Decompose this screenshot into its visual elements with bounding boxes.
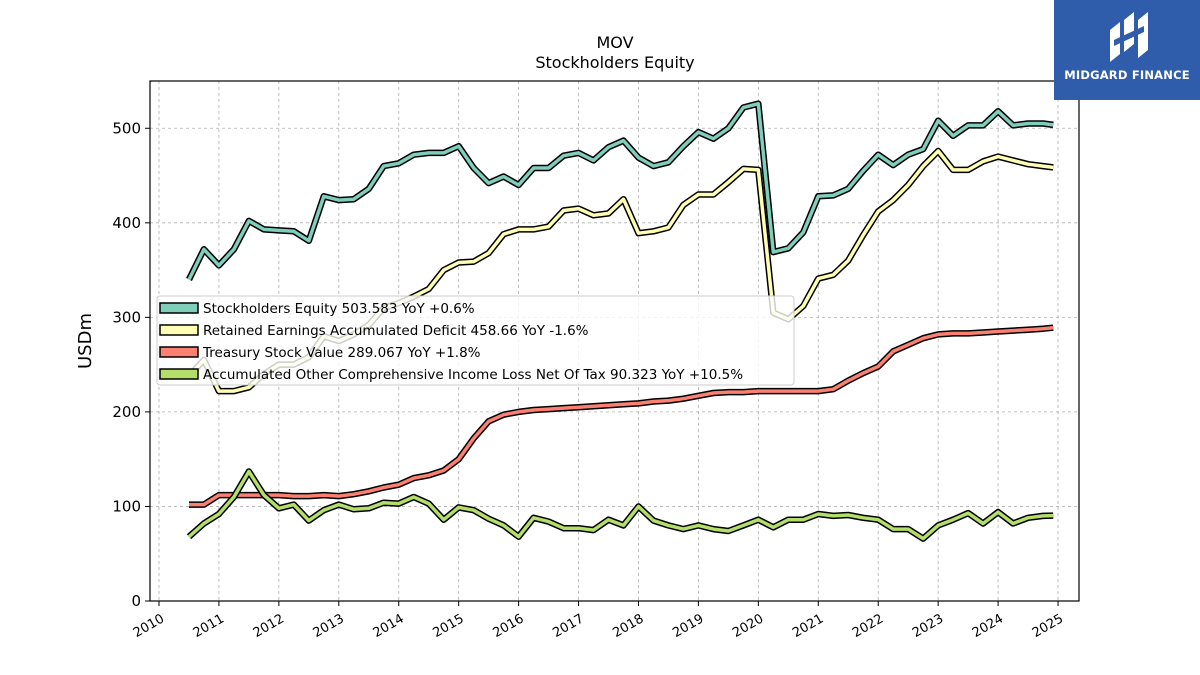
series-outline — [186, 100, 1054, 281]
x-tick-label: 2013 — [311, 611, 347, 641]
y-tick-label: 0 — [131, 592, 141, 610]
legend: Stockholders Equity 503.583 YoY +0.6% Ret… — [156, 295, 795, 386]
x-tick-label: 2023 — [910, 611, 946, 641]
x-tick-label: 2011 — [191, 611, 227, 641]
logo-text: MIDGARD FINANCE — [1064, 68, 1190, 82]
legend-swatch — [159, 346, 199, 358]
x-tick-label: 2024 — [970, 611, 1006, 641]
legend-swatch — [159, 324, 199, 336]
y-tick-label: 500 — [112, 119, 141, 137]
legend-swatch — [159, 368, 199, 380]
series-line — [187, 101, 1054, 281]
series-line — [187, 469, 1054, 541]
chart-title: MOV — [596, 33, 633, 52]
series-line — [189, 325, 1054, 507]
x-tick-label: 2020 — [730, 611, 766, 641]
y-tick-label: 200 — [112, 403, 141, 421]
x-tick-label: 2021 — [790, 611, 826, 641]
series-outline — [186, 468, 1054, 542]
x-tick-label: 2014 — [371, 611, 407, 641]
x-tick-label: 2010 — [131, 611, 167, 641]
x-tick-label: 2018 — [610, 611, 646, 641]
chart-subtitle: Stockholders Equity — [535, 53, 694, 72]
x-tick-label: 2012 — [251, 611, 287, 641]
midgard-finance-logo: MIDGARD FINANCE — [1054, 0, 1200, 100]
x-tick-label: 2017 — [550, 611, 586, 641]
legend-entry: Accumulated Other Comprehensive Income L… — [203, 367, 743, 383]
plot-frame — [149, 80, 1080, 602]
y-tick-label: 300 — [112, 308, 141, 326]
y-tick-label: 100 — [112, 497, 141, 515]
legend-entry: Stockholders Equity 503.583 YoY +0.6% — [203, 301, 475, 317]
legend-entry: Treasury Stock Value 289.067 YoY +1.8% — [202, 345, 481, 361]
y-axis-label: USDm — [75, 313, 96, 369]
y-axis: 0 100 200 300 400 500 — [112, 119, 150, 610]
legend-entry: Retained Earnings Accumulated Deficit 45… — [203, 323, 589, 339]
x-tick-label: 2025 — [1030, 611, 1066, 641]
legend-swatch — [159, 302, 199, 314]
logo-mark-icon — [1110, 12, 1148, 62]
x-tick-label: 2022 — [850, 611, 886, 641]
y-tick-label: 400 — [112, 214, 141, 232]
legend-box — [156, 295, 795, 386]
x-tick-label: 2019 — [670, 611, 706, 641]
x-tick-label: 2016 — [490, 611, 526, 641]
x-tick-label: 2015 — [431, 611, 467, 641]
x-axis: 2010 2011 2012 2013 2014 2015 2016 2017 2018 2019… — [131, 601, 1066, 641]
